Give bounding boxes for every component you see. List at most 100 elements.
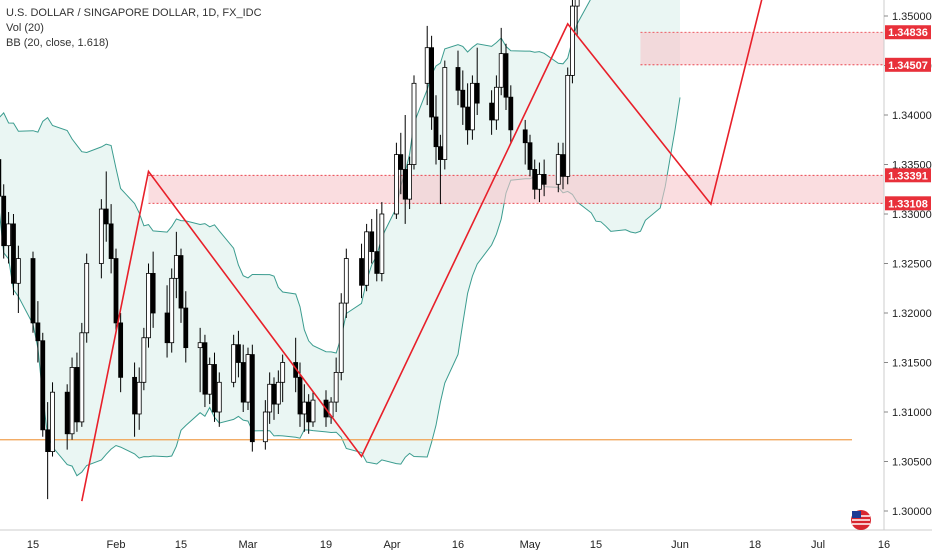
y-tick-label: 1.35000 [892,11,932,23]
candle [202,334,208,408]
candle-body [574,0,580,7]
candle-body [424,47,430,84]
candle [178,248,184,323]
candle-body [45,429,51,453]
candle-body [164,312,170,344]
candle-body [30,258,36,324]
candle-body [455,67,461,91]
candle [183,291,189,363]
candle-body [212,364,217,413]
candle [433,95,439,165]
candle-body [183,307,189,349]
candle-body [301,401,307,415]
candle-body [262,411,268,443]
candle [11,214,16,296]
candle [45,402,51,500]
candle-body [498,53,504,88]
x-tick-label: 16 [452,539,464,550]
candle [398,132,404,195]
candle [455,50,461,106]
candle [118,313,124,393]
candle-body [84,263,90,334]
price-label-text: 1.34836 [888,27,928,39]
candle-body [178,255,184,309]
candle [231,334,237,388]
candle-body [108,223,114,259]
candle [522,119,528,165]
candle-body [338,302,344,373]
candle-body [202,342,208,395]
x-tick-label: Jun [671,539,689,550]
candle-body [465,106,471,131]
price-label: 1.34836 [885,25,931,40]
candle-body [173,255,179,279]
candle [460,70,466,125]
price-label: 1.33108 [885,196,931,211]
candle [469,75,475,140]
y-tick-label: 1.31000 [892,407,932,419]
price-label-box [885,168,931,183]
x-tick-label: 16 [878,539,890,550]
candle [280,354,286,403]
candle [164,285,170,358]
zigzag-lines [81,0,763,502]
candle-body [411,82,417,165]
candle-body [79,332,85,423]
candle [30,251,36,333]
candle-body [555,154,561,185]
candle-body [532,169,538,190]
candle [541,159,547,197]
candle [113,248,119,333]
candle-body [74,367,80,423]
candle-body [0,159,2,197]
candlesticks [0,0,580,500]
candle [103,171,109,242]
candle [1,184,7,259]
x-tick-label: 19 [320,539,332,550]
candle [74,352,80,432]
candle-body [1,195,7,247]
price-zones [148,31,884,204]
candle-body [522,129,528,144]
study-volume: Vol (20) [6,22,44,34]
candle-body [118,322,124,378]
candle [474,47,480,115]
candle [508,85,514,143]
candle [310,392,316,427]
y-tick-label: 1.30000 [892,506,932,518]
candle-body [240,362,246,403]
zigzag-path [81,0,763,502]
candle [50,382,55,457]
time-axis: 15 Feb 15 Mar 19 Apr 16 May 15 Jun 18 Jul 16 [0,529,932,550]
candle [493,75,499,130]
candle-body [267,383,273,413]
candle [69,357,75,440]
candle [393,142,399,219]
candle [333,357,339,412]
candle-body [150,272,156,314]
candle [0,159,2,197]
candle [108,204,114,274]
candle-body [402,169,408,200]
x-tick-label: Jul [811,539,825,550]
candle [84,253,90,343]
candle-body [197,342,203,349]
candle-body [379,213,385,274]
candle [532,159,538,200]
candle [574,0,580,36]
candle-body [437,146,443,160]
candle [498,27,504,96]
x-tick-label: 15 [27,539,39,550]
candle [555,142,561,193]
candle-body [489,102,495,121]
price-axis: 1.375001.370001.365001.360001.355001.350… [883,0,932,530]
price-label-text: 1.33108 [888,198,928,210]
y-tick-label: 1.32000 [892,308,932,320]
y-tick-label: 1.32500 [892,259,932,271]
candle-body [460,89,466,108]
candle-body [570,5,575,76]
candle-body [469,82,475,131]
candle [407,156,413,210]
